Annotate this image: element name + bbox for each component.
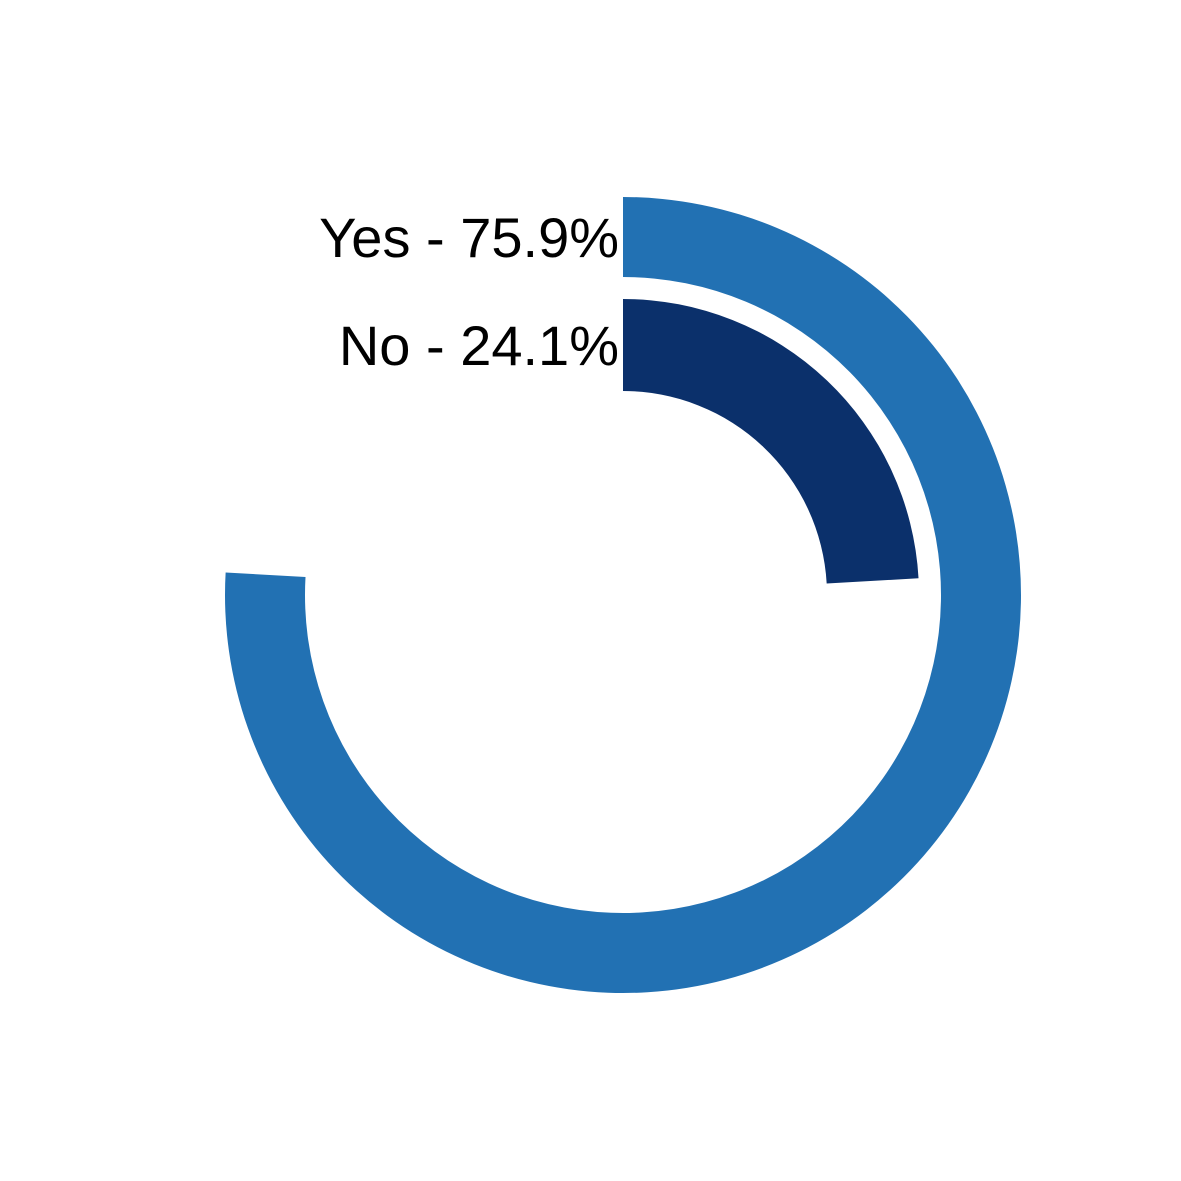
bar-label-yes: Yes - 75.9% — [319, 206, 619, 269]
bars-group — [224, 197, 1022, 993]
bar-label-no: No - 24.1% — [339, 314, 619, 377]
bar-no — [623, 299, 919, 584]
labels-group: Yes - 75.9% No - 24.1% — [319, 206, 619, 377]
